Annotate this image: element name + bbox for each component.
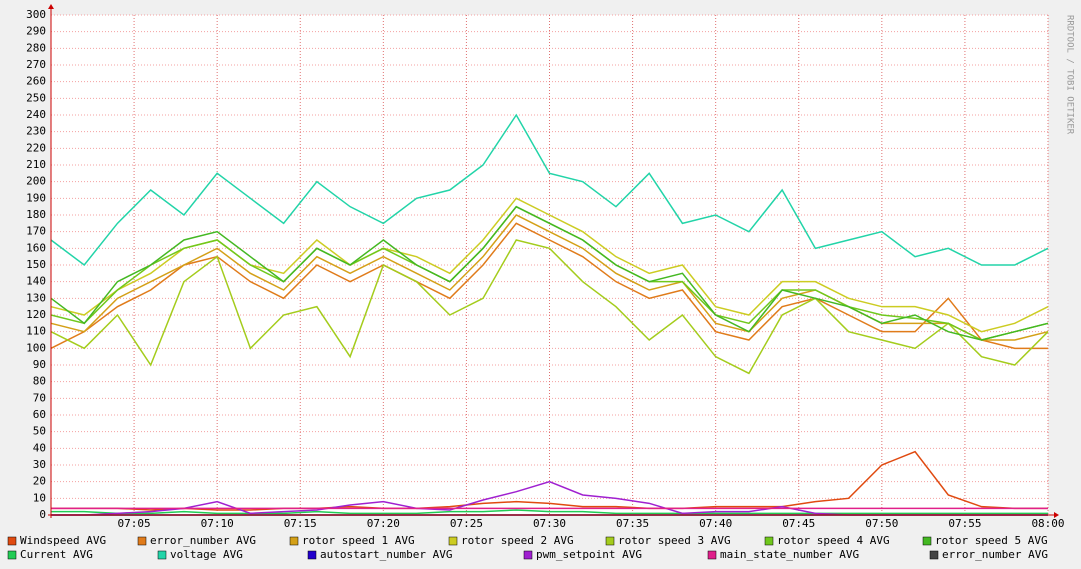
- x-tick-label: 07:35: [616, 517, 649, 530]
- y-tick-label: 160: [26, 241, 46, 254]
- y-tick-label: 180: [26, 208, 46, 221]
- series-line: [50, 239, 1049, 375]
- legend-swatch: [922, 536, 932, 546]
- legend-label: rotor speed 4 AVG: [777, 534, 890, 547]
- legend-swatch: [764, 536, 774, 546]
- y-tick-label: 230: [26, 125, 46, 138]
- legend-label: rotor speed 5 AVG: [935, 534, 1048, 547]
- legend-label: rotor speed 1 AVG: [302, 534, 415, 547]
- legend-label: rotor speed 2 AVG: [461, 534, 574, 547]
- x-tick-label: 07:55: [948, 517, 981, 530]
- legend-swatch: [707, 550, 717, 560]
- y-tick-label: 290: [26, 25, 46, 38]
- series-line: [51, 509, 1048, 515]
- y-tick-label: 60: [33, 408, 46, 421]
- y-tick-label: 170: [26, 225, 46, 238]
- legend-swatch: [157, 550, 167, 560]
- y-tick-label: 200: [26, 175, 46, 188]
- x-tick-label: 07:15: [284, 517, 317, 530]
- y-tick-label: 210: [26, 158, 46, 171]
- x-tick-label: 07:45: [782, 517, 815, 530]
- series-line: [50, 113, 1049, 267]
- legend-swatch: [7, 550, 17, 560]
- y-tick-label: 50: [33, 425, 46, 438]
- y-tick-label: 250: [26, 91, 46, 104]
- y-tick-label: 240: [26, 108, 46, 121]
- x-tick-label: 07:20: [367, 517, 400, 530]
- y-tick-label: 150: [26, 258, 46, 271]
- y-tick-label: 10: [33, 491, 46, 504]
- legend-label: rotor speed 3 AVG: [618, 534, 731, 547]
- watermark: RRDTOOL / TOBI OETIKER: [1065, 15, 1075, 135]
- y-tick-label: 100: [26, 341, 46, 354]
- y-tick-label: 300: [26, 8, 46, 21]
- legend-swatch: [929, 550, 939, 560]
- y-tick-label: 220: [26, 141, 46, 154]
- legend-label: Current AVG: [20, 548, 93, 561]
- legend-label: error_number AVG: [150, 534, 256, 547]
- y-tick-label: 120: [26, 308, 46, 321]
- y-tick-label: 110: [26, 325, 46, 338]
- x-tick-label: 07:25: [450, 517, 483, 530]
- y-tick-label: 70: [33, 391, 46, 404]
- axis-arrow: [1054, 512, 1059, 518]
- legend-swatch: [605, 536, 615, 546]
- x-tick-label: 07:30: [533, 517, 566, 530]
- x-tick-label: 07:10: [201, 517, 234, 530]
- x-tick-label: 07:05: [118, 517, 151, 530]
- legend-swatch: [307, 550, 317, 560]
- legend-swatch: [7, 536, 17, 546]
- x-tick-label: 07:50: [865, 517, 898, 530]
- y-tick-label: 130: [26, 291, 46, 304]
- y-tick-label: 90: [33, 358, 46, 371]
- y-tick-label: 40: [33, 441, 46, 454]
- legend-label: voltage AVG: [170, 548, 243, 561]
- y-tick-label: 280: [26, 41, 46, 54]
- y-tick-label: 20: [33, 475, 46, 488]
- x-tick-label: 08:00: [1031, 517, 1064, 530]
- legend-label: autostart_number AVG: [320, 548, 452, 561]
- series-line: [50, 205, 1049, 341]
- y-tick-label: 0: [39, 508, 46, 521]
- legend-label: error_number AVG: [942, 548, 1048, 561]
- y-tick-label: 190: [26, 191, 46, 204]
- legend-swatch: [289, 536, 299, 546]
- legend-swatch: [523, 550, 533, 560]
- y-tick-label: 140: [26, 275, 46, 288]
- legend-label: main_state_number AVG: [720, 548, 859, 561]
- y-tick-label: 30: [33, 458, 46, 471]
- legend-swatch: [137, 536, 147, 546]
- y-tick-label: 270: [26, 58, 46, 71]
- x-tick-label: 07:40: [699, 517, 732, 530]
- series-line: [51, 450, 1048, 511]
- legend-label: Windspeed AVG: [20, 534, 106, 547]
- axis-arrow: [48, 4, 54, 9]
- y-tick-label: 260: [26, 75, 46, 88]
- legend-label: pwm_setpoint AVG: [536, 548, 642, 561]
- y-tick-label: 80: [33, 375, 46, 388]
- legend-swatch: [448, 536, 458, 546]
